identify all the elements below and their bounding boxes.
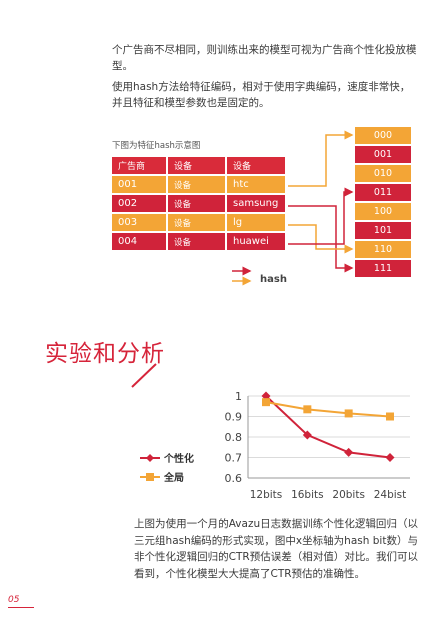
- hash-bucket: 011: [355, 184, 411, 201]
- x-tick-label: 16bits: [291, 489, 324, 501]
- series-line: [265, 395, 391, 459]
- x-tick-label: 12bits: [250, 489, 283, 501]
- y-tick-label: 0.9: [225, 411, 243, 424]
- table-row: 002 设备 samsung: [112, 194, 287, 214]
- hash-arrow-samsung: [288, 205, 354, 273]
- hash-arrow-lg: [288, 224, 354, 254]
- ctr-error-chart: 1 0.9 0.8 0.7 0.6 12bits 16bits 20bits 24bist 个性化…: [140, 390, 410, 501]
- page-number-underline: [8, 607, 34, 608]
- hash-mapping-arrows: [232, 130, 354, 286]
- table-row: 004 设备 huawei: [112, 232, 287, 252]
- header-device-value: 设备: [226, 157, 287, 176]
- page-number: 05: [8, 595, 20, 605]
- hash-bucket: 001: [355, 146, 411, 163]
- legend-marker: [146, 454, 154, 462]
- hash-bucket: 100: [355, 203, 411, 220]
- hash-bucket: 111: [355, 260, 411, 277]
- legend-label: 个性化: [163, 452, 194, 465]
- y-tick-label: 0.7: [225, 452, 243, 465]
- intro-paragraph-1: 个广告商不尽相同，则训练出来的模型可视为广告商个性化投放模型。: [112, 44, 417, 72]
- data-point: [262, 398, 270, 407]
- legend-marker: [146, 473, 154, 481]
- row-value: huawei: [226, 232, 287, 252]
- hash-legend-label: hash: [260, 274, 287, 285]
- header-advertiser: 广告商: [112, 157, 168, 176]
- row-device: 设备: [167, 194, 227, 214]
- intro-text: 个广告商不尽相同，则训练出来的模型可视为广告商个性化投放模型。 使用hash方法…: [112, 42, 418, 116]
- intro-paragraph-2: 使用hash方法给特征编码，相对于使用字典编码，速度非常快，并且特征和模型参数也…: [112, 81, 411, 109]
- table-row: 003 设备 lg: [112, 213, 287, 233]
- hash-bucket: 000: [355, 127, 411, 144]
- data-point: [385, 453, 395, 462]
- row-device: 设备: [167, 213, 227, 233]
- row-value: samsung: [226, 194, 287, 214]
- figure-caption: 下图为特征hash示意图: [112, 141, 201, 151]
- series-line: [265, 401, 391, 418]
- hash-bucket: 101: [355, 222, 411, 239]
- row-id: 004: [112, 232, 168, 252]
- decorative-slash-icon: [131, 363, 157, 388]
- y-tick-label: 0.8: [225, 431, 243, 444]
- hash-bucket-column: 000 001 010 011 100 101 110 111: [355, 127, 411, 279]
- y-tick-label: 1: [235, 390, 242, 403]
- y-tick-label: 0.6: [225, 472, 243, 485]
- data-point: [302, 430, 312, 440]
- row-value: htc: [226, 175, 287, 195]
- row-value: lg: [226, 213, 287, 233]
- row-device: 设备: [167, 232, 227, 252]
- x-tick-label: 24bist: [374, 489, 407, 501]
- header-device: 设备: [167, 157, 227, 176]
- table-row: 001 设备 htc: [112, 175, 287, 195]
- section-title: 实验和分析: [45, 341, 165, 367]
- data-point: [303, 405, 312, 414]
- data-point: [344, 447, 354, 457]
- row-id: 003: [112, 213, 168, 233]
- hash-bucket: 010: [355, 165, 411, 182]
- data-point: [386, 412, 394, 421]
- hash-arrow-htc: [288, 130, 354, 187]
- data-point: [344, 409, 353, 418]
- hash-arrow-huawei: [288, 187, 354, 245]
- legend-label: 全局: [163, 471, 184, 484]
- row-id: 002: [112, 194, 168, 214]
- table-header-row: 广告商 设备 设备: [112, 157, 287, 176]
- hash-bucket: 110: [355, 241, 411, 258]
- feature-table: 广告商 设备 设备 001 设备 htc 002 设备 samsung 003 …: [112, 157, 287, 252]
- x-tick-label: 20bits: [332, 489, 365, 501]
- row-id: 001: [112, 175, 168, 195]
- body-paragraph: 上图为使用一个月的Avazu日志数据训练个性化逻辑回归（以三元组hash编码的形…: [134, 518, 418, 580]
- row-device: 设备: [167, 175, 227, 195]
